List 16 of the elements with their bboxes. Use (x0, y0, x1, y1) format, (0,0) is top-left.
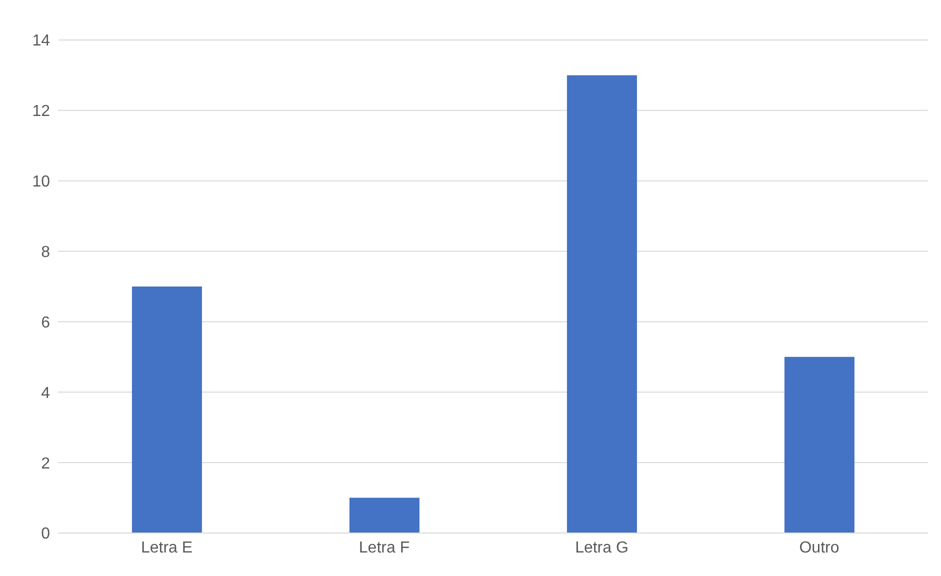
bar (349, 498, 420, 533)
y-tick-label: 2 (41, 455, 50, 472)
x-tick-label: Letra F (358, 539, 410, 556)
y-tick-label: 0 (41, 526, 50, 543)
bar (784, 356, 854, 533)
y-tick-label: 6 (41, 314, 50, 332)
y-tick-label: 4 (41, 384, 50, 402)
x-tick-label: Outro (799, 539, 840, 556)
x-tick-label: Letra E (140, 539, 193, 556)
bar (566, 75, 637, 533)
y-tick-label: 14 (32, 32, 50, 50)
y-tick-label: 8 (41, 244, 50, 261)
y-tick-label: 12 (32, 103, 50, 120)
y-tick-label: 10 (32, 174, 50, 191)
x-tick-label: Letra G (575, 539, 628, 556)
bar (132, 286, 202, 533)
